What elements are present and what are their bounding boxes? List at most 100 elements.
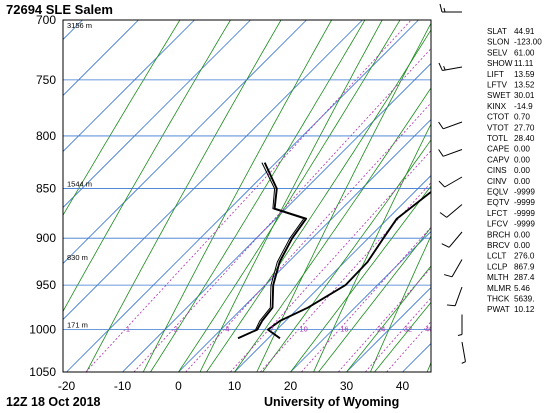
- pressure-axis: 700 750 800 850 900 950 1000 1050: [29, 13, 56, 379]
- index-name: LFCV: [487, 220, 508, 229]
- isotherm-line: [66, 20, 419, 372]
- index-value: -14.9: [514, 102, 533, 111]
- wind-barb: [461, 341, 466, 364]
- index-value: -9999: [514, 209, 535, 218]
- station-title: 72694 SLE Salem: [6, 2, 113, 17]
- wind-barb-half-flag: [457, 334, 463, 336]
- moist-adiabat-line: [234, 87, 431, 372]
- temperature-tick-label: 30: [340, 379, 354, 393]
- index-value: 0.00: [514, 166, 530, 175]
- moist-adiabat-line: [346, 265, 431, 372]
- index-name: CAPE: [487, 145, 510, 154]
- moist-adiabat-line: [262, 139, 431, 372]
- index-name: EQLV: [487, 188, 509, 197]
- index-value: -9999: [514, 188, 535, 197]
- wind-barb: [439, 3, 462, 13]
- index-name: MLTH: [487, 273, 509, 282]
- temperature-tick-label: 10: [228, 379, 242, 393]
- index-name: BRCV: [487, 241, 510, 250]
- isotherm-line: [290, 230, 431, 372]
- index-value: 0.00: [514, 241, 530, 250]
- wind-barb-flag: [438, 180, 446, 188]
- wind-barb-flag: [439, 3, 443, 13]
- wind-barb: [446, 286, 463, 307]
- height-label: 830 m: [67, 253, 88, 262]
- mixing-ratio-label: 32: [404, 325, 412, 334]
- isotherm-line: [63, 20, 195, 153]
- index-value: 13.52: [514, 81, 535, 90]
- wind-barb: [438, 176, 463, 188]
- index-value: 276.0: [514, 252, 535, 261]
- pressure-tick-label: 950: [36, 278, 56, 292]
- dry-adiabat-line: [142, 20, 332, 372]
- dry-adiabat-line: [63, 20, 231, 313]
- wind-barb: [438, 149, 463, 157]
- wind-barb-half-flag: [443, 65, 446, 71]
- index-value: 0.00: [514, 230, 530, 239]
- wind-barb-flag: [438, 62, 443, 71]
- wind-barb: [443, 259, 463, 278]
- mixing-ratio-label: 16: [340, 325, 348, 334]
- index-value: 28.40: [514, 134, 535, 143]
- mixing-ratio-label: 7: [270, 325, 274, 334]
- index-name: LCLT: [487, 252, 506, 261]
- wind-barb-staff: [448, 231, 463, 248]
- index-name: SHOW: [487, 59, 513, 68]
- isotherm-line: [63, 20, 139, 97]
- isotherm-line: [234, 174, 431, 372]
- index-name: VTOT: [487, 123, 509, 132]
- index-name: CTOT: [487, 113, 509, 122]
- wind-barb-flag: [438, 149, 444, 157]
- temperature-profile: [266, 190, 431, 340]
- index-name: BRCH: [487, 230, 510, 239]
- index-value: 0.00: [514, 145, 530, 154]
- isotherm-line: [178, 118, 431, 372]
- index-name: LFTV: [487, 81, 508, 90]
- temperature-tick-label: 20: [284, 379, 298, 393]
- wind-barb-flag: [439, 212, 447, 218]
- index-name: LIFT: [487, 70, 504, 79]
- index-value: 13.59: [514, 70, 535, 79]
- index-value: 0.70: [514, 113, 530, 122]
- pressure-tick-label: 900: [36, 231, 56, 245]
- index-name: SLAT: [487, 27, 507, 36]
- temperature-tick-label: 0: [175, 379, 182, 393]
- index-value: 11.11: [514, 59, 534, 68]
- index-name: CAPV: [487, 155, 510, 164]
- wind-barb-staff: [461, 341, 466, 362]
- moist-adiabat-line: [150, 20, 366, 372]
- dry-adiabats: [63, 20, 431, 372]
- dry-adiabat-line: [256, 22, 431, 372]
- wind-barb-flag: [438, 121, 444, 130]
- temperature-tick-label: 40: [396, 379, 410, 393]
- index-value: 44.91: [514, 27, 535, 36]
- index-value: 287.4: [514, 273, 535, 282]
- dry-adiabat-line: [313, 123, 431, 372]
- temperature-tick-label: -20: [58, 379, 76, 393]
- index-value: 867.9: [514, 262, 535, 271]
- index-name: TOTL: [487, 134, 508, 143]
- index-name: PWAT: [487, 305, 510, 314]
- index-name: CINS: [487, 166, 507, 175]
- wind-barb-staff: [444, 176, 463, 188]
- moist-adiabat-line: [178, 20, 401, 372]
- isotherm-line: [346, 286, 431, 372]
- plot-frame: [62, 19, 432, 373]
- mixing-ratio-lines: [85, 20, 431, 372]
- index-value: 5639.: [514, 295, 535, 304]
- mixing-ratio-label: 10: [299, 325, 307, 334]
- dry-adiabat-line: [370, 234, 431, 372]
- height-label: 171 m: [67, 321, 88, 330]
- index-name: LFCT: [487, 209, 507, 218]
- index-name: THCK: [487, 295, 510, 304]
- isotherm-line: [122, 62, 431, 372]
- mixing-ratio-label: 1: [126, 325, 130, 334]
- wind-barb-staff: [442, 66, 463, 71]
- index-value: 27.70: [514, 123, 535, 132]
- wind-barbs: [438, 3, 466, 364]
- index-name: LCLP: [487, 262, 508, 271]
